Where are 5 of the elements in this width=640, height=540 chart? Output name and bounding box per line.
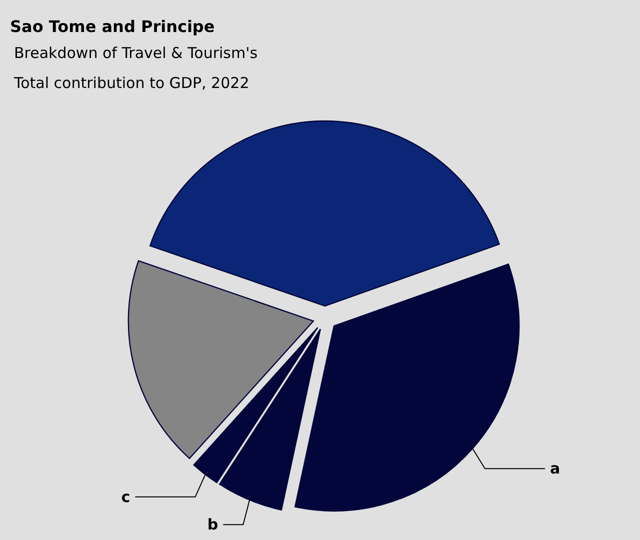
chart-subtitle: Breakdown of Travel & Tourism's Total contribution to GDP, 2022: [13, 44, 258, 92]
slice-label: a: [550, 460, 560, 478]
slice-label: c: [121, 488, 130, 506]
slice-label: b: [207, 516, 218, 534]
chart-title: Sao Tome and Principe: [10, 17, 215, 36]
